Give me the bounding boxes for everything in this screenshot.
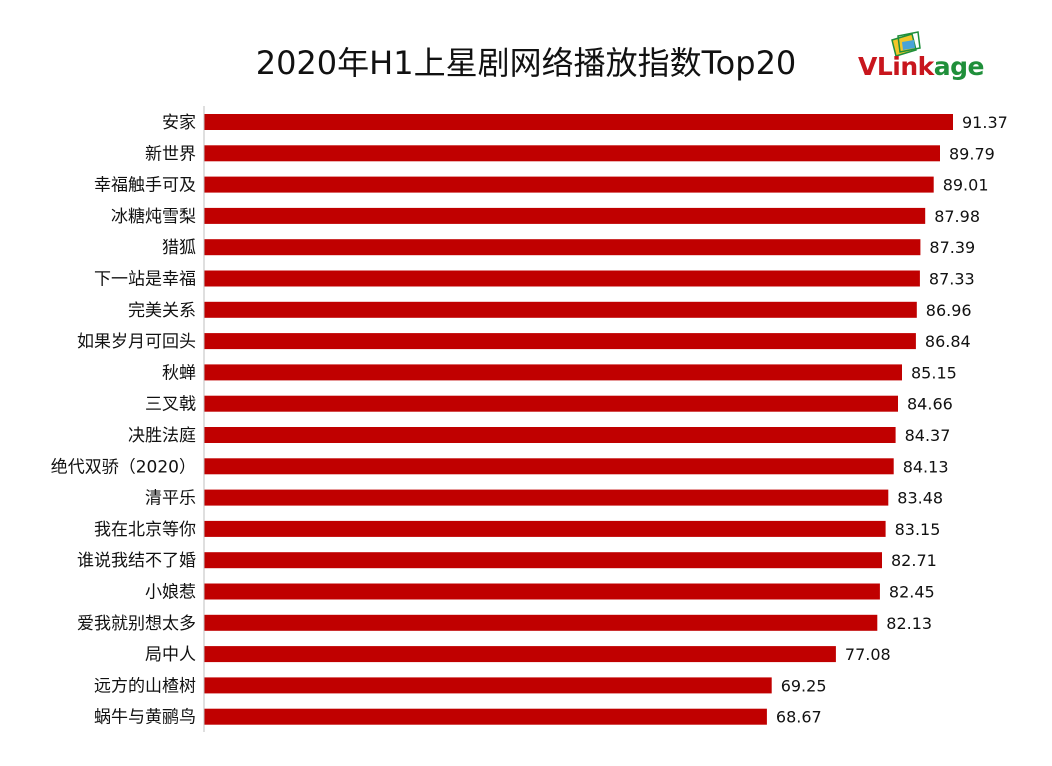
value-label: 82.13 [886,614,932,633]
bar [204,364,902,381]
category-label: 冰糖炖雪梨 [111,207,196,227]
category-label: 决胜法庭 [128,426,196,446]
bar [204,646,836,663]
value-label: 86.84 [925,332,971,351]
value-label: 84.37 [905,426,951,445]
category-label: 谁说我结不了婚 [77,551,196,571]
logo-frames-icon [891,31,921,57]
bar [204,395,898,412]
bar [204,270,920,287]
vlinkage-logo: VLinkage [858,30,998,90]
category-label: 清平乐 [145,489,196,509]
bar [204,301,917,318]
value-label: 68.67 [776,708,822,727]
bar [204,614,878,631]
logo-text-age: age [933,52,985,81]
category-label: 秋蝉 [162,363,196,383]
bar [204,489,889,506]
bar [204,239,921,256]
value-label: 87.39 [929,238,975,257]
category-label: 猎狐 [162,238,196,258]
logo-wordmark: VLinkage [858,52,985,81]
value-label: 87.98 [934,207,980,226]
category-label: 绝代双骄（2020） [51,457,196,477]
bar [204,708,767,725]
value-label: 83.48 [897,489,943,508]
value-label: 91.37 [962,113,1008,132]
category-label: 三叉戟 [145,395,196,415]
category-label: 幸福触手可及 [94,176,196,196]
category-label: 安家 [162,113,196,133]
category-label: 小娘惹 [145,583,196,603]
category-label: 下一站是幸福 [94,270,196,290]
value-label: 85.15 [911,363,957,382]
value-label: 89.79 [949,144,995,163]
value-label: 87.33 [929,270,975,289]
category-label: 我在北京等你 [94,520,196,540]
category-label: 远方的山楂树 [94,676,196,696]
value-label: 77.08 [845,645,891,664]
bar [204,583,880,600]
bar [204,677,772,694]
bar [204,114,953,130]
bar [204,333,916,350]
bars-layer: 安家 91.37 新世界 89.79 幸福触手可及 89.01 冰糖炖雪梨 87.98 猎狐 87… [51,113,1008,728]
value-label: 89.01 [943,176,989,195]
bar [204,145,940,162]
value-label: 83.15 [895,520,941,539]
value-label: 86.96 [926,301,972,320]
value-label: 84.66 [907,395,953,414]
chart-title: 2020年H1上星剧网络播放指数Top20 [255,44,797,82]
value-label: 84.13 [903,457,949,476]
category-label: 局中人 [145,645,196,665]
bar [204,207,926,224]
bar [204,520,886,537]
category-label: 爱我就别想太多 [77,614,196,634]
category-label: 新世界 [145,144,196,164]
bar [204,552,882,569]
value-label: 82.71 [891,551,937,570]
bar [204,427,896,443]
bar [204,458,894,475]
value-label: 69.25 [781,676,827,695]
category-label: 蜗牛与黄鹂鸟 [94,708,196,728]
category-label: 如果岁月可回头 [77,332,196,352]
category-label: 完美关系 [128,301,196,321]
logo-text-vlink: VLink [858,52,934,81]
bar [204,176,934,193]
value-label: 82.45 [889,583,935,602]
